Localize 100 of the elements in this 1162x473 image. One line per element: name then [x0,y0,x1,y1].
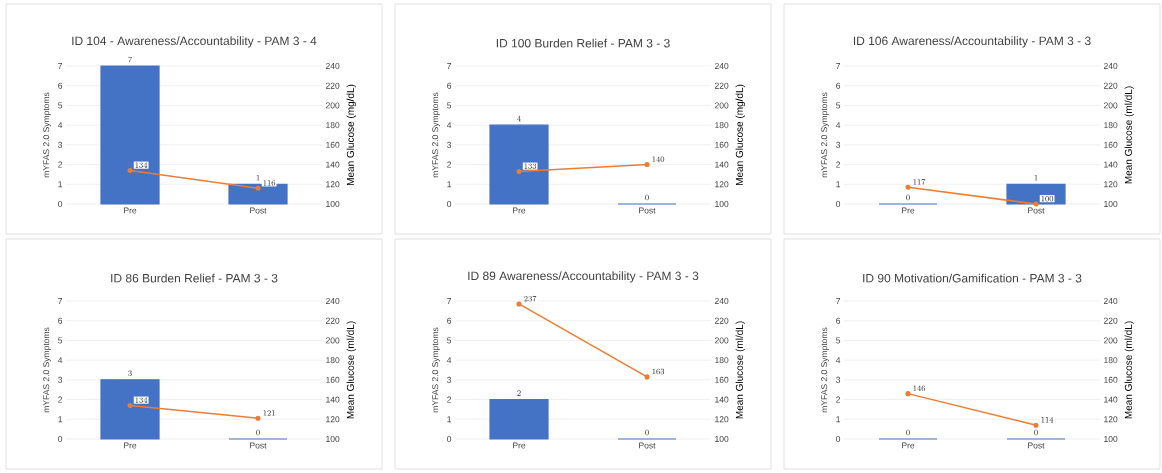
y2-axis-title: Mean Glucose (ml/dL) [1124,321,1134,419]
data-label: 237 [524,295,537,302]
y2-tick-label: 100 [1104,200,1118,207]
y-tick-label: 2 [58,396,63,403]
y-tick-label: 4 [446,122,452,129]
y2-tick-label: 180 [715,122,729,129]
y-axis-title: mYFAS 2.0 Symptoms [432,327,440,413]
y-tick-label: 0 [58,200,63,207]
y-tick-label: 1 [58,181,63,188]
y-tick-label: 1 [836,416,841,423]
y2-tick-label: 100 [326,435,340,442]
y2-tick-label: 120 [1104,181,1118,188]
y2-axis-title: Mean Glucose (ml/dL) [735,321,745,419]
y-tick-label: 6 [58,317,63,324]
y-tick-label: 4 [835,357,841,364]
x-tick-label: Pre [902,207,915,214]
y2-tick-label: 160 [715,141,729,148]
y2-tick-label: 220 [714,317,729,324]
chart-title: ID 90 Motivation/Gamification - PAM 3 - 3 [863,273,1082,283]
y2-tick-label: 200 [1103,337,1118,344]
y2-tick-label: 140 [715,161,729,168]
data-label: 1 [256,175,260,181]
y-tick-label: 5 [447,337,452,344]
y-tick-label: 0 [447,200,452,207]
y2-tick-label: 220 [325,82,340,89]
y-tick-label: 3 [58,141,63,148]
data-label: 7 [128,56,133,63]
y2-tick-label: 120 [326,181,340,188]
y2-tick-label: 140 [326,396,340,403]
data-label: 134 [135,397,148,403]
y-axis-title: mYFAS 2.0 Symptoms [43,327,51,413]
y-tick-label: 5 [58,337,63,344]
y2-tick-label: 140 [1104,396,1118,403]
y2-tick-label: 140 [326,161,340,168]
x-tick-label: Pre [513,207,526,214]
data-label: 0 [1034,429,1038,436]
chart-title: ID 106 Awareness/Accountability - PAM 3 - 3 [853,36,1091,48]
y-tick-label: 3 [447,376,452,383]
y-tick-label: 0 [58,435,63,442]
data-label: 2 [517,390,521,396]
y2-axis-title: Mean Glucose (ml/dL) [1124,86,1134,184]
y-tick-label: 4 [57,357,63,364]
y2-tick-label: 160 [326,376,340,383]
y2-tick-label: 200 [1103,102,1118,109]
y2-axis-title: Mean Glucose (mg/dL) [346,84,356,186]
y2-tick-label: 100 [326,200,340,207]
y-tick-label: 4 [835,122,841,129]
y-tick-label: 3 [836,141,841,148]
data-label: 121 [263,410,275,416]
data-label: 163 [652,368,665,375]
y2-tick-label: 100 [715,200,729,207]
y2-axis-title: Mean Glucose (mg/dL) [735,84,745,186]
data-label: 117 [913,179,926,185]
y-tick-label: 6 [447,82,452,89]
x-tick-label: Post [1028,207,1045,214]
x-tick-label: Post [250,207,267,214]
data-label: 1 [1034,175,1038,181]
y-tick-label: 4 [446,357,452,364]
x-tick-label: Post [639,207,656,214]
y2-tick-label: 240 [325,297,340,304]
data-label: 0 [906,429,910,436]
y2-tick-label: 240 [1103,297,1118,304]
y2-tick-label: 120 [1104,416,1118,423]
y2-axis-title: Mean Glucose (ml/dL) [346,321,356,419]
y-tick-label: 6 [836,317,841,324]
y-tick-label: 1 [447,416,452,423]
chart-title: ID 104 - Awareness/Accountability - PAM 3 - 4 [72,36,317,48]
y2-tick-label: 100 [715,435,729,442]
y-tick-label: 5 [58,102,63,109]
data-label: 146 [913,385,926,392]
y2-tick-label: 200 [714,337,729,344]
y2-tick-label: 160 [1104,376,1118,383]
y-tick-label: 3 [836,376,841,383]
y2-tick-label: 240 [325,62,340,69]
data-label: 3 [128,370,132,377]
y-tick-label: 2 [447,396,452,403]
y-tick-label: 2 [58,161,63,168]
y2-tick-label: 240 [714,297,729,304]
y-tick-label: 6 [836,82,841,89]
x-tick-label: Pre [513,442,526,449]
data-label: 133 [524,163,537,169]
data-label: 0 [645,194,649,201]
x-tick-label: Post [639,442,656,449]
y2-tick-label: 180 [326,122,340,129]
y-tick-label: 1 [58,416,63,423]
y-tick-label: 6 [447,317,452,324]
y2-tick-label: 240 [1103,62,1118,69]
data-label: 134 [135,162,148,168]
y-tick-label: 7 [447,63,452,69]
y-tick-label: 1 [836,181,841,188]
y2-tick-label: 240 [714,62,729,69]
y2-tick-label: 200 [325,102,340,109]
data-label: 100 [1041,195,1054,202]
y-tick-label: 4 [57,122,63,129]
y2-tick-label: 140 [1104,161,1118,168]
y2-tick-label: 220 [325,317,340,324]
y-tick-label: 7 [447,298,452,304]
y2-tick-label: 180 [326,357,340,364]
x-tick-label: Post [1028,442,1045,449]
y2-tick-label: 180 [1104,122,1118,129]
